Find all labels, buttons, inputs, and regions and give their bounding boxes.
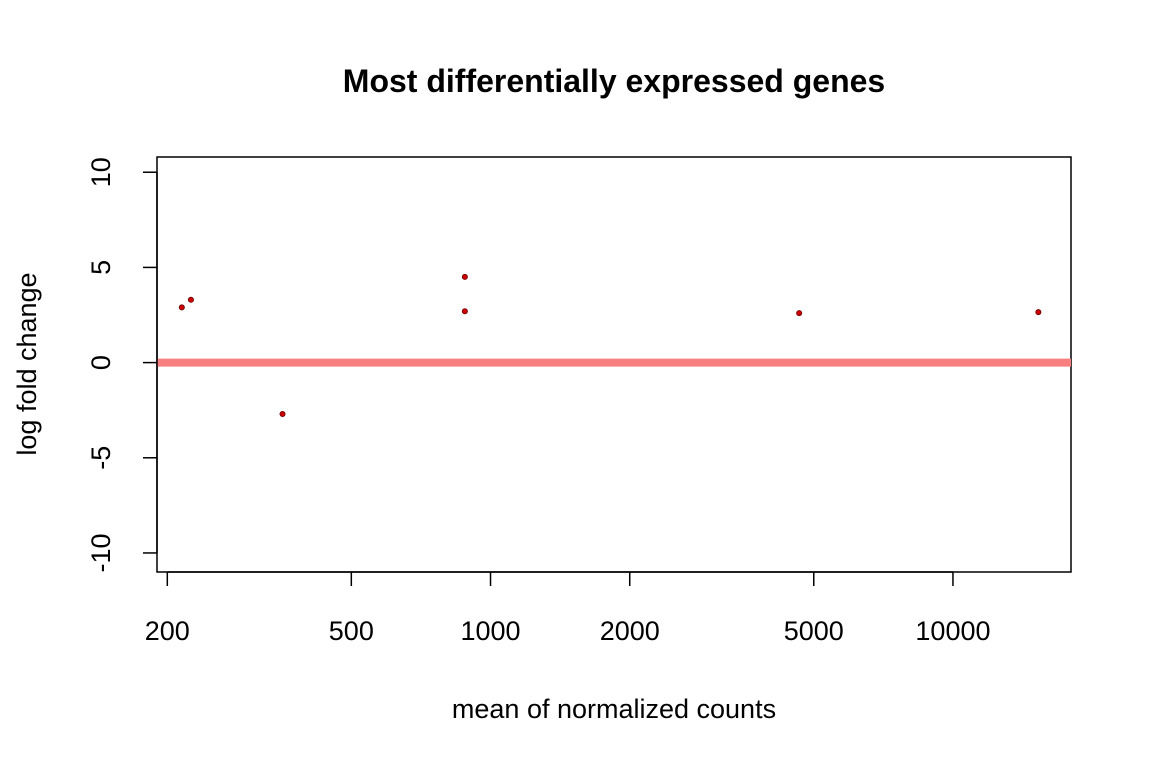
points-layer bbox=[178, 273, 1042, 417]
chart-title: Most differentially expressed genes bbox=[343, 63, 885, 99]
data-point-0 bbox=[178, 304, 185, 311]
x-axis-label: mean of normalized counts bbox=[452, 694, 776, 724]
y-axis: 10 5 0 -5 -10 bbox=[86, 157, 158, 572]
x-tick-label-1: 500 bbox=[329, 616, 374, 646]
x-tick-label-4: 5000 bbox=[784, 616, 844, 646]
x-tick-label-0: 200 bbox=[145, 616, 190, 646]
data-point-6 bbox=[1035, 309, 1042, 316]
x-tick-label-3: 2000 bbox=[600, 616, 660, 646]
data-point-2 bbox=[279, 410, 286, 417]
x-axis: 200 500 1000 2000 5000 10000 bbox=[145, 571, 991, 646]
y-tick-label-3: -5 bbox=[86, 446, 116, 470]
data-point-5 bbox=[796, 310, 803, 317]
data-point-1 bbox=[187, 296, 194, 303]
y-tick-label-2: 0 bbox=[86, 355, 116, 370]
data-point-4 bbox=[461, 308, 468, 315]
y-tick-label-1: 5 bbox=[86, 260, 116, 275]
y-tick-label-4: -10 bbox=[86, 533, 116, 572]
x-tick-label-5: 10000 bbox=[915, 616, 990, 646]
y-axis-label: log fold change bbox=[12, 272, 42, 455]
y-tick-label-0: 10 bbox=[86, 157, 116, 187]
x-tick-label-2: 1000 bbox=[460, 616, 520, 646]
data-point-3 bbox=[461, 273, 468, 280]
